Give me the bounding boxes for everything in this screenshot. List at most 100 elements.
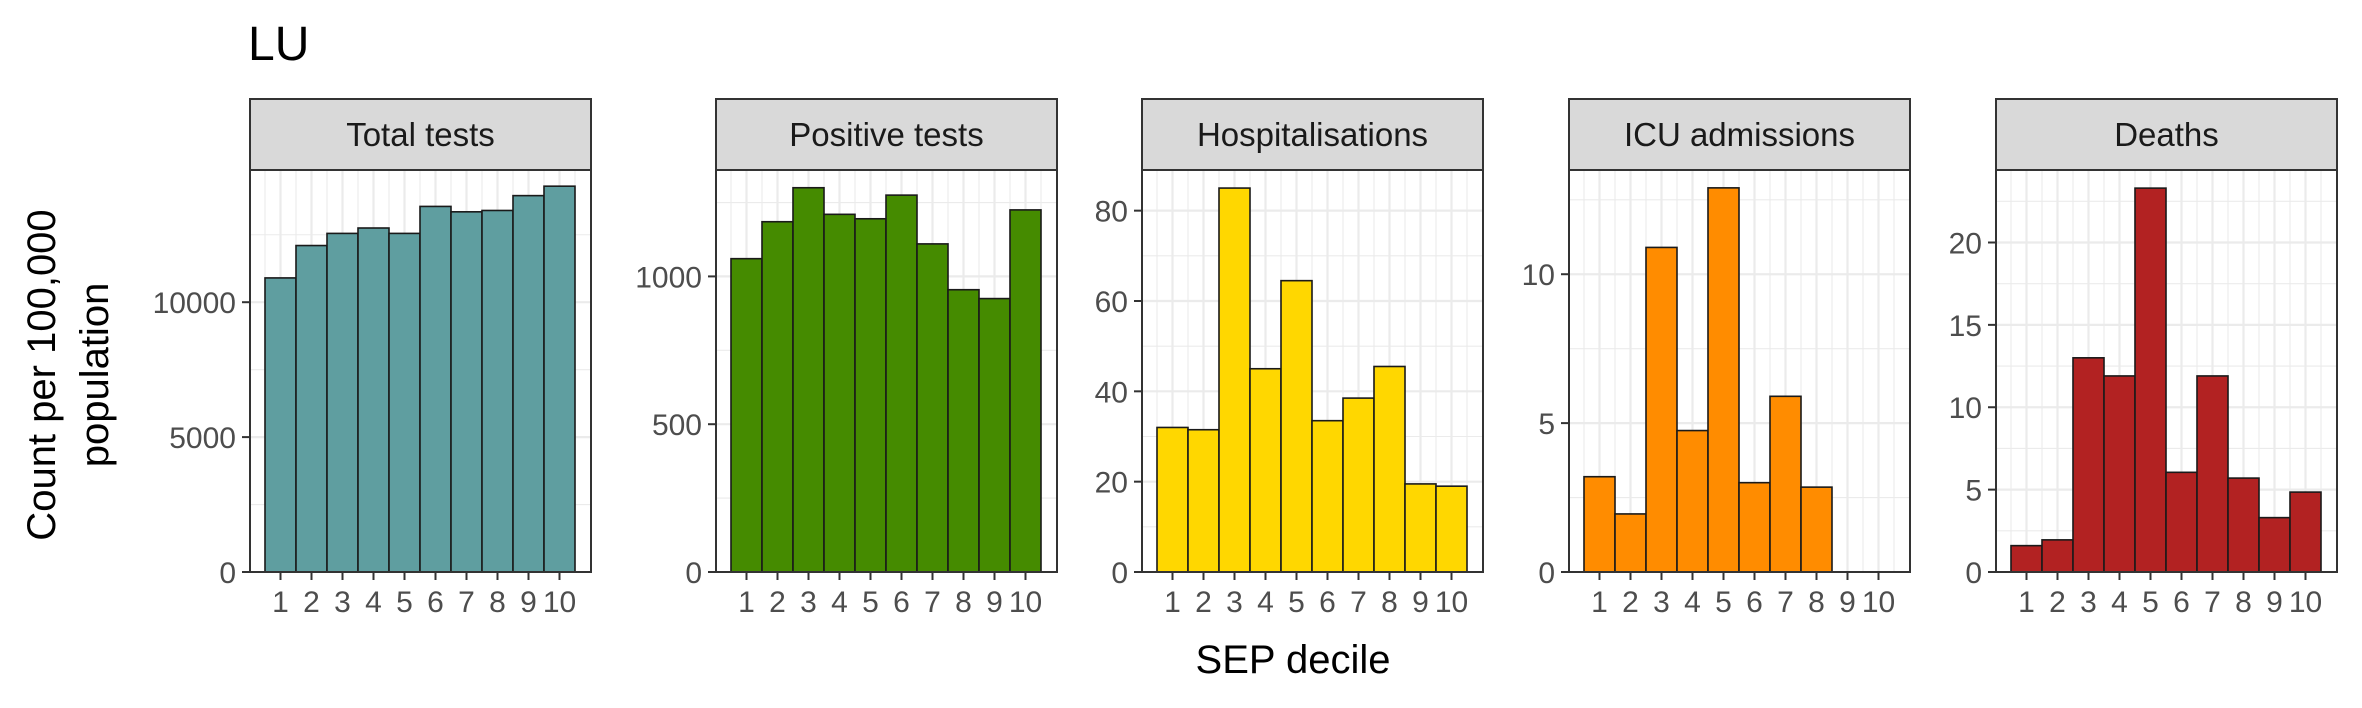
bar — [2072, 357, 2105, 573]
bar — [978, 297, 1011, 573]
chart-title: LU — [248, 18, 309, 71]
x-tick-label: 6 — [2173, 586, 2190, 619]
x-tick-label: 2 — [1195, 586, 1212, 619]
x-tick-label: 3 — [1226, 586, 1243, 619]
bar — [730, 257, 763, 573]
y-tick-label: 0 — [1965, 557, 1982, 590]
x-tick-label: 8 — [1808, 586, 1825, 619]
x-tick-label: 9 — [1412, 586, 1429, 619]
x-tick-label: 4 — [365, 586, 382, 619]
bar — [2103, 375, 2136, 573]
bar — [543, 185, 576, 573]
x-tick-label: 5 — [1288, 586, 1305, 619]
x-tick-label: 4 — [831, 586, 848, 619]
facet-strip-title: ICU admissions — [1624, 116, 1855, 153]
bar — [2010, 544, 2043, 573]
y-tick-label: 20 — [1095, 467, 1128, 500]
x-tick-label: 4 — [1684, 586, 1701, 619]
bar — [1404, 483, 1437, 573]
x-tick-label: 7 — [1350, 586, 1367, 619]
bar — [1707, 187, 1740, 573]
bar — [2041, 539, 2074, 573]
x-tick-label: 5 — [862, 586, 879, 619]
y-tick-label: 5 — [1965, 475, 1982, 508]
facet-strip — [1995, 98, 2338, 171]
x-tick-label: 9 — [986, 586, 1003, 619]
facet-strip — [715, 98, 1058, 171]
x-tick-label: 10 — [1862, 586, 1895, 619]
y-tick-label: 10 — [1522, 259, 1555, 292]
bar — [295, 244, 328, 573]
facet-panel: Total tests 0 5000 10000 1 2 3 4 5 6 7 8 9 10 — [153, 98, 592, 619]
bar — [1009, 209, 1042, 573]
y-tick-label: 0 — [1111, 557, 1128, 590]
x-tick-label: 6 — [1319, 586, 1336, 619]
y-tick-label: 5 — [1538, 408, 1555, 441]
y-axis-label-line2: population — [73, 283, 117, 468]
x-tick-label: 1 — [1164, 586, 1181, 619]
panel-border — [1568, 169, 1911, 573]
bar — [1187, 428, 1220, 573]
bar — [1435, 485, 1468, 573]
bar — [1800, 486, 1833, 573]
y-tick-label: 15 — [1949, 310, 1982, 343]
bar — [916, 243, 949, 573]
bar — [2227, 477, 2260, 573]
x-tick-label: 6 — [893, 586, 910, 619]
bar — [1342, 397, 1375, 573]
bar — [885, 194, 918, 573]
panel-border — [1141, 169, 1484, 573]
bar — [823, 213, 856, 573]
bar — [1373, 365, 1406, 573]
x-tick-label: 2 — [769, 586, 786, 619]
facet-strip — [1141, 98, 1484, 171]
y-tick-label: 80 — [1095, 196, 1128, 229]
y-tick-label: 0 — [219, 557, 236, 590]
panel-border — [1995, 169, 2338, 573]
y-tick-label: 5000 — [169, 422, 236, 455]
facet-strip-title: Deaths — [2114, 116, 2219, 153]
x-tick-label: 9 — [1839, 586, 1856, 619]
bar — [761, 220, 794, 573]
bar — [2258, 516, 2291, 573]
y-tick-label: 500 — [652, 409, 702, 442]
x-tick-label: 1 — [738, 586, 755, 619]
x-tick-label: 10 — [2289, 586, 2322, 619]
y-tick-label: 0 — [1538, 557, 1555, 590]
bar — [854, 217, 887, 573]
x-tick-label: 6 — [1746, 586, 1763, 619]
panel-border — [715, 169, 1058, 573]
bar — [1280, 279, 1313, 573]
x-tick-label: 8 — [955, 586, 972, 619]
x-tick-label: 10 — [543, 586, 576, 619]
x-tick-label: 4 — [1257, 586, 1274, 619]
x-tick-label: 7 — [1777, 586, 1794, 619]
x-tick-label: 1 — [2018, 586, 2035, 619]
x-tick-label: 1 — [272, 586, 289, 619]
panel-border — [249, 169, 592, 573]
x-tick-label: 5 — [396, 586, 413, 619]
y-tick-label: 1000 — [635, 261, 702, 294]
x-tick-label: 3 — [334, 586, 351, 619]
bar — [1311, 419, 1344, 573]
x-tick-label: 2 — [1622, 586, 1639, 619]
x-tick-label: 10 — [1435, 586, 1468, 619]
x-tick-label: 9 — [2266, 586, 2283, 619]
bar — [1156, 426, 1189, 573]
bar — [2289, 491, 2322, 573]
x-tick-label: 3 — [2080, 586, 2097, 619]
x-tick-label: 5 — [1715, 586, 1732, 619]
x-tick-label: 2 — [303, 586, 320, 619]
x-tick-label: 8 — [489, 586, 506, 619]
x-tick-label: 6 — [427, 586, 444, 619]
bar — [1738, 481, 1771, 573]
x-tick-label: 9 — [520, 586, 537, 619]
y-tick-label: 10000 — [153, 287, 236, 320]
bar — [2165, 471, 2198, 573]
bar — [357, 227, 390, 573]
x-tick-label: 7 — [2204, 586, 2221, 619]
y-tick-label: 10 — [1949, 392, 1982, 425]
bar — [419, 205, 452, 573]
bar — [2134, 187, 2167, 573]
